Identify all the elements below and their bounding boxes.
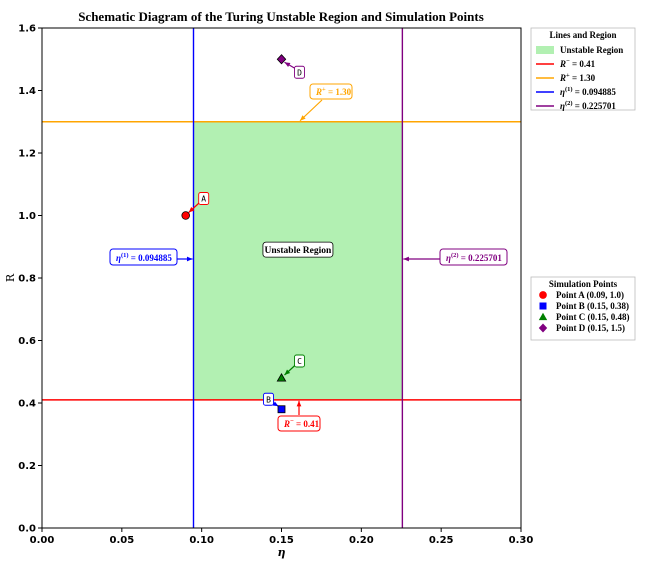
- point-D-arrowhead: [284, 62, 291, 68]
- legend-lines-title: Lines and Region: [549, 30, 616, 40]
- y-tick-label: 1.4: [18, 86, 36, 97]
- point-A-marker: [181, 211, 190, 220]
- legend-label-C: Point C (0.15, 0.48): [556, 312, 630, 322]
- legend-points-title: Simulation Points: [549, 279, 618, 289]
- legend-label-region: Unstable Region: [560, 45, 623, 55]
- point-B-label-box: [263, 392, 274, 406]
- legend-label-line-4: η(2) = 0.225701: [560, 100, 616, 111]
- x-tick-label: 0.25: [429, 535, 454, 546]
- point-B-arrowhead: [272, 401, 279, 407]
- point-C-label-box: [294, 354, 305, 368]
- y-tick-label: 0.8: [18, 274, 36, 285]
- region-label: Unstable Region: [265, 246, 332, 256]
- eta2-annotation-box: [439, 248, 508, 266]
- legend-swatch-region: [536, 46, 554, 54]
- y-tick-label: 1.0: [18, 211, 36, 222]
- rminus-annotation-box: [277, 415, 321, 432]
- point-D-marker: [276, 54, 287, 65]
- legend-marker-B: [539, 302, 547, 310]
- rplus-arrowhead: [300, 115, 306, 121]
- point-C-label: C: [297, 357, 302, 366]
- x-tick-label: 0.05: [109, 535, 134, 546]
- eta2-annotation: η(2) = 0.225701: [446, 252, 502, 263]
- x-axis-title: η: [278, 546, 286, 559]
- legend-label-line-1: R− = 0.41: [559, 58, 596, 69]
- x-tick-label: 0.10: [189, 535, 214, 546]
- legend-marker-D: [538, 323, 548, 333]
- eta1-annotation-box: [109, 248, 178, 266]
- y-axis-title: R: [4, 273, 17, 282]
- legend-label-B: Point B (0.15, 0.38): [556, 301, 629, 311]
- point-D-label: D: [297, 68, 302, 77]
- point-C-arrowhead: [284, 369, 291, 375]
- point-A-label-box: [198, 192, 210, 205]
- rminus-arrowhead: [296, 400, 302, 407]
- eta2-arrowhead: [403, 256, 409, 262]
- legend-points-box: [530, 276, 636, 341]
- y-tick-label: 0.4: [18, 399, 36, 410]
- x-tick-label: 0.00: [30, 535, 55, 546]
- point-C-marker: [276, 372, 287, 382]
- x-tick-label: 0.20: [349, 535, 374, 546]
- legend-lines-box: [530, 27, 636, 111]
- point-D-label-box: [294, 65, 305, 79]
- point-B-label: B: [266, 395, 271, 404]
- y-tick-label: 1.2: [18, 149, 36, 160]
- rminus-annotation: R− = 0.41: [283, 418, 320, 429]
- point-A-label: A: [201, 195, 206, 204]
- eta1-annotation: η(1) = 0.094885: [116, 252, 172, 263]
- chart-title: Schematic Diagram of the Turing Unstable…: [78, 9, 484, 24]
- legend-marker-A: [539, 291, 547, 299]
- rplus-annotation-box: [309, 83, 353, 100]
- legend-label-line-3: η(1) = 0.094885: [560, 86, 616, 97]
- region-label-box: [262, 241, 334, 258]
- rplus-annotation: R+ = 1.30: [315, 86, 352, 97]
- point-B-marker: [277, 405, 286, 414]
- legend-label-line-2: R+ = 1.30: [559, 72, 596, 83]
- unstable-region: [193, 121, 403, 400]
- legend-label-A: Point A (0.09, 1.0): [556, 290, 624, 300]
- x-tick-label: 0.15: [269, 535, 294, 546]
- point-A-arrowhead: [188, 207, 195, 213]
- legend-marker-C: [538, 312, 548, 321]
- eta1-arrowhead: [186, 256, 193, 262]
- legend-label-D: Point D (0.15, 1.5): [556, 323, 625, 333]
- y-tick-label: 0.0: [18, 524, 36, 535]
- x-tick-label: 0.30: [509, 535, 534, 546]
- y-tick-label: 0.6: [18, 336, 36, 347]
- y-tick-label: 0.2: [18, 461, 36, 472]
- y-tick-label: 1.6: [18, 24, 36, 35]
